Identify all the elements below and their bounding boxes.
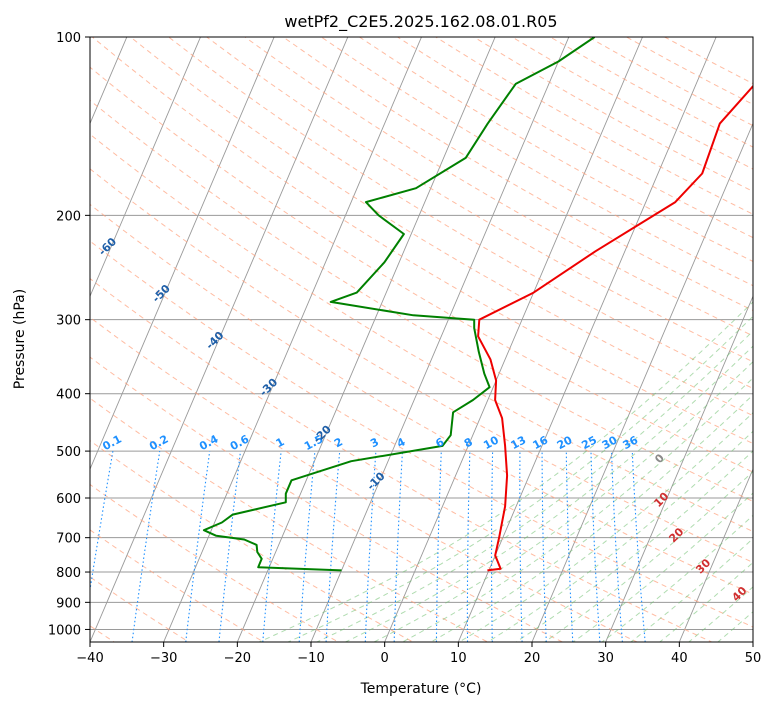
mixing-ratio-line <box>466 451 471 642</box>
y-tick-label: 600 <box>56 492 81 507</box>
isotherm-lines <box>90 37 753 642</box>
dry-adiabat-line <box>90 240 753 628</box>
plot-frame <box>89 36 754 643</box>
mixing-ratio-line <box>519 451 523 642</box>
y-tick-label: 500 <box>56 445 81 460</box>
dry-adiabat-line <box>90 483 340 642</box>
plot-area: 0.10.20.40.611.52346810131620253036-100-… <box>90 37 753 642</box>
mixing-ratio-label: 13 <box>509 433 529 452</box>
isotherm-line <box>678 467 753 642</box>
moist-adiabat-line <box>372 361 753 642</box>
moist-adiabat-line <box>257 301 753 642</box>
x-tick-label: −40 <box>76 651 103 666</box>
isotherm-line <box>90 37 201 298</box>
mixing-ratio-line <box>435 451 442 642</box>
dry-adiabat-lines <box>90 37 753 642</box>
isotherm-line <box>531 122 753 642</box>
dry-adiabat-line <box>244 37 753 337</box>
mixing-ratio-line <box>131 451 161 642</box>
mixing-ratio-label: 20 <box>555 433 575 452</box>
moist-adiabat-line <box>458 411 753 642</box>
isotherm-line <box>605 295 753 642</box>
y-tick-label: 200 <box>56 209 81 224</box>
x-tick-label: −30 <box>150 651 177 666</box>
chart-title: wetPf2_C2E5.2025.162.08.01.R05 <box>284 12 557 32</box>
y-tick-label: 700 <box>56 532 81 547</box>
moist-adiabat-line <box>515 450 753 642</box>
mixing-ratio-lines <box>90 451 646 642</box>
isotherm-line <box>310 37 570 642</box>
dry-adiabat-line <box>90 356 564 642</box>
isotherm-line <box>236 37 496 642</box>
dry-adiabat-line <box>90 316 639 642</box>
isotherm-line <box>90 37 349 642</box>
isotherm-line <box>457 37 717 642</box>
moist-adiabat-line <box>543 470 753 642</box>
mixing-ratio-label: 36 <box>621 433 641 452</box>
dry-adiabat-line <box>90 203 753 595</box>
x-axis: −40 −30 −20 −10 0 10 20 30 40 50 <box>76 642 761 666</box>
mixing-ratio-line <box>393 451 404 642</box>
mixing-ratio-line <box>298 451 316 642</box>
y-axis-label: Pressure (hPa) <box>12 289 28 389</box>
mixing-ratio-line <box>610 451 623 642</box>
y-tick-label: 100 <box>56 31 81 46</box>
mixing-ratio-line <box>325 451 341 642</box>
x-tick-label: −20 <box>224 651 251 666</box>
isotherm-line <box>384 37 643 642</box>
dry-adiabat-line <box>130 37 753 417</box>
x-tick-label: 20 <box>524 651 541 666</box>
dewpoint-line <box>202 37 596 572</box>
moist-adiabat-line <box>286 315 753 642</box>
y-tick-label: 300 <box>56 314 81 329</box>
mixing-ratio-line <box>631 451 646 642</box>
x-tick-label: 0 <box>381 651 389 666</box>
x-tick-label: −10 <box>297 651 324 666</box>
x-tick-label: 40 <box>671 651 688 666</box>
pressure-gridlines <box>90 37 753 630</box>
x-tick-label: 50 <box>745 651 762 666</box>
y-tick-label: 800 <box>56 566 81 581</box>
x-axis-label: Temperature (°C) <box>360 681 482 697</box>
mixing-ratio-line <box>185 451 211 642</box>
moist-adiabat-line <box>344 345 753 642</box>
dry-adiabat-line <box>90 529 265 642</box>
mixing-ratio-line <box>364 451 377 642</box>
mixing-ratio-label: 25 <box>579 433 599 452</box>
dry-adiabat-line <box>90 66 753 473</box>
isotherm-line <box>163 37 422 642</box>
x-tick-label: 30 <box>597 651 614 666</box>
dry-adiabat-line <box>90 133 753 533</box>
mixing-ratio-label: 16 <box>531 433 551 452</box>
series-lines <box>202 37 753 572</box>
moist-adiabat-line <box>486 430 753 642</box>
moist-adiabat-line <box>658 561 753 642</box>
y-tick-label: 900 <box>56 596 81 611</box>
mixing-ratio-label: 10 <box>481 433 501 452</box>
moist-adiabat-lines <box>257 301 753 642</box>
moist-adiabat-line <box>687 586 753 642</box>
mixing-ratio-line <box>218 451 242 642</box>
y-axis: 100 200 300 400 500 600 700 800 900 1000 <box>48 31 90 638</box>
y-tick-label: 1000 <box>48 623 81 638</box>
mixing-ratio-line <box>541 451 547 642</box>
mixing-ratio-line <box>490 451 494 642</box>
temperature-line <box>477 84 753 572</box>
y-tick-label: 400 <box>56 388 81 403</box>
moist-adiabat-line <box>429 394 753 642</box>
isotherm-line <box>90 37 128 125</box>
mixing-ratio-line <box>262 451 282 642</box>
dry-adiabat-line <box>90 168 753 563</box>
x-tick-label: 10 <box>450 651 467 666</box>
mixing-ratio-line <box>590 451 601 642</box>
mixing-ratio-label: 30 <box>600 433 620 452</box>
isotherm-line <box>90 37 275 471</box>
dry-adiabat-line <box>90 278 713 642</box>
mixing-ratio-line <box>565 451 574 642</box>
